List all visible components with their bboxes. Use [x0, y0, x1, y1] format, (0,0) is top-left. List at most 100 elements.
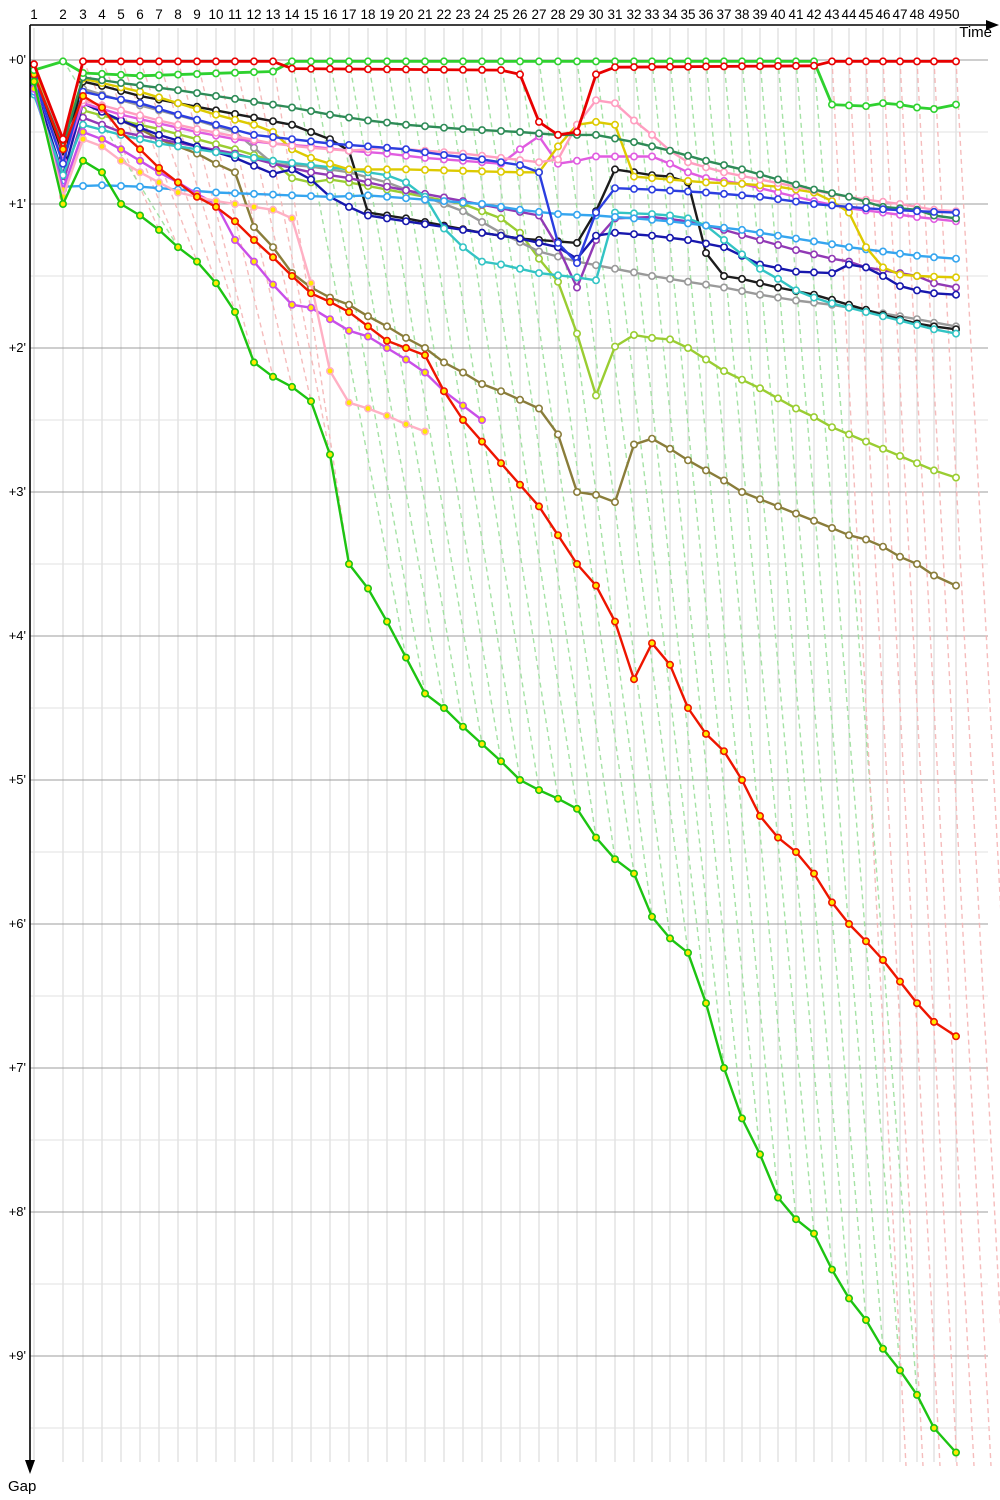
lap-marker	[382, 165, 391, 174]
lap-marker	[458, 65, 467, 74]
lap-marker	[647, 231, 656, 240]
lap-marker	[268, 280, 277, 289]
lap-marker	[306, 303, 315, 312]
lap-marker	[912, 459, 921, 468]
lap-marker	[250, 202, 259, 211]
lap-marker	[458, 225, 467, 234]
lap-marker	[382, 118, 391, 127]
lap-marker	[534, 786, 543, 795]
lap-marker	[791, 286, 800, 295]
lap-marker	[250, 153, 259, 162]
lap-marker	[647, 434, 656, 443]
lap-marker	[809, 200, 818, 209]
lap-marker	[629, 330, 638, 339]
lapping-line	[82, 59, 160, 231]
lap-tick-label: 16	[322, 7, 337, 22]
lap-marker	[534, 254, 543, 263]
lap-marker	[791, 267, 800, 276]
lap-marker	[155, 57, 164, 66]
lap-marker	[231, 189, 240, 198]
y-axis-title: Gap	[8, 1478, 37, 1495]
lap-marker	[344, 307, 353, 316]
lap-marker	[791, 246, 800, 255]
lap-marker	[268, 372, 277, 381]
lap-marker	[193, 105, 202, 114]
lapping-line	[848, 59, 924, 1467]
lap-marker	[827, 201, 836, 210]
lap-marker	[665, 335, 674, 344]
lap-marker	[287, 135, 296, 144]
lap-marker	[895, 552, 904, 561]
lap-tick-label: 44	[841, 7, 857, 22]
lap-marker	[477, 437, 486, 446]
lap-marker	[591, 117, 600, 126]
series-turquoise	[29, 90, 960, 338]
lap-marker	[155, 71, 164, 80]
lap-marker	[572, 156, 581, 165]
lap-marker	[591, 261, 600, 270]
lap-marker	[591, 490, 600, 499]
lap-marker	[136, 123, 145, 132]
lap-marker	[610, 120, 619, 129]
lap-marker	[791, 404, 800, 413]
lap-marker	[174, 120, 183, 129]
lap-marker	[287, 271, 296, 280]
lap-marker	[250, 161, 259, 170]
lap-marker	[809, 61, 818, 70]
lap-marker	[231, 168, 240, 177]
lap-marker	[193, 192, 202, 201]
lap-marker	[515, 480, 524, 489]
lap-marker	[439, 197, 448, 206]
lap-marker	[719, 179, 728, 188]
lap-marker	[117, 79, 126, 88]
lap-marker	[719, 236, 728, 245]
lap-tick-label: 12	[246, 7, 261, 22]
lap-marker	[193, 257, 202, 266]
lapping-line	[462, 59, 578, 809]
lapping-line	[633, 59, 743, 1119]
lap-marker	[98, 103, 107, 112]
lap-marker	[287, 191, 296, 200]
lap-marker	[719, 243, 728, 252]
lap-marker	[809, 185, 818, 194]
lap-marker	[929, 289, 938, 298]
lap-tick-label: 30	[588, 7, 603, 22]
lap-marker	[861, 243, 870, 252]
lap-marker	[325, 192, 334, 201]
lap-marker	[155, 130, 164, 139]
series-blue	[29, 74, 960, 267]
lap-marker	[212, 57, 221, 66]
lap-tick-label: 19	[379, 7, 394, 22]
lap-marker	[861, 307, 870, 316]
lap-marker	[895, 977, 904, 986]
lap-marker	[363, 404, 372, 413]
lapping-line	[367, 59, 483, 745]
lap-marker	[306, 57, 315, 66]
lap-marker	[719, 1064, 728, 1073]
lap-marker	[401, 165, 410, 174]
lap-marker	[174, 178, 183, 187]
lap-marker	[912, 999, 921, 1008]
lapping-line	[215, 59, 293, 388]
lap-marker	[895, 451, 904, 460]
lap-marker	[719, 283, 728, 292]
lap-marker	[827, 57, 836, 66]
lap-marker	[458, 166, 467, 175]
lap-marker	[951, 254, 960, 263]
lap-marker	[231, 125, 240, 134]
lap-marker	[861, 263, 870, 272]
lap-marker	[951, 581, 960, 590]
lap-marker	[268, 156, 277, 165]
lap-tick-label: 21	[417, 7, 432, 22]
lap-marker	[496, 260, 505, 269]
lap-tick-label: 20	[398, 7, 413, 22]
lapping-line	[723, 59, 833, 1270]
lap-marker	[496, 167, 505, 176]
lap-marker	[861, 204, 870, 213]
lap-marker	[534, 247, 543, 256]
lap-marker	[250, 130, 259, 139]
lap-marker	[477, 155, 486, 164]
lap-marker	[773, 231, 782, 240]
lap-marker	[665, 175, 674, 184]
lap-marker	[268, 205, 277, 214]
